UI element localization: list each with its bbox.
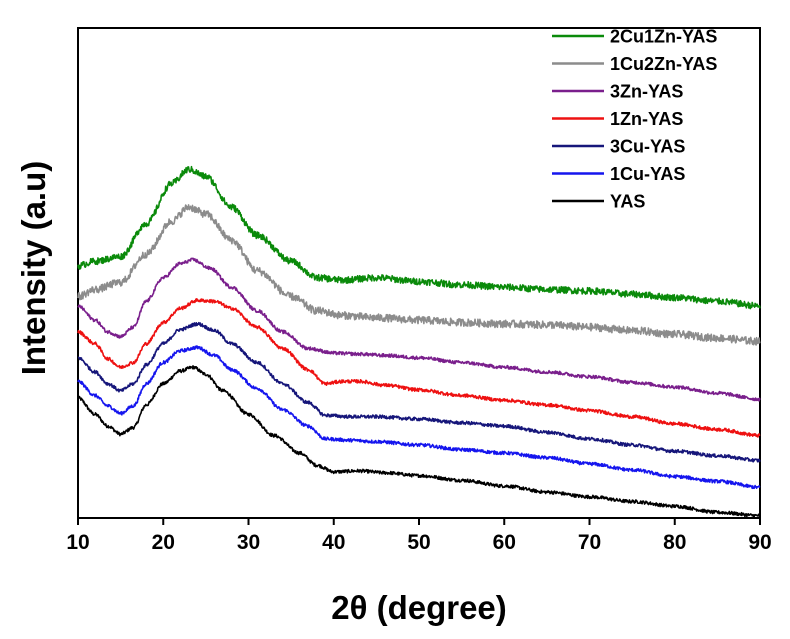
x-tick-label-80: 80 <box>663 531 686 554</box>
x-tick-label-20: 20 <box>152 531 175 554</box>
x-tick-label-90: 90 <box>748 531 771 554</box>
x-axis-ticks: 10 20 30 40 50 60 70 80 90 <box>66 518 772 554</box>
series-layer <box>77 165 761 518</box>
legend: 2Cu1Zn-YAS 1Cu2Zn-YAS 3Zn-YAS 1Zn-YAS 3Cu-YA… <box>552 27 717 212</box>
series-line-2cu1zn-yas <box>77 165 761 310</box>
series-line-1zn-yas <box>77 297 761 438</box>
series-line-1cu2zn-yas <box>77 204 761 346</box>
series-line-1cu-yas <box>77 345 761 490</box>
x-tick-label-40: 40 <box>322 531 345 554</box>
legend-label-yas: YAS <box>610 192 645 212</box>
x-tick-label-30: 30 <box>237 531 260 554</box>
legend-label-3cu-yas: 3Cu-YAS <box>610 137 685 157</box>
legend-label-1cu-yas: 1Cu-YAS <box>610 164 685 184</box>
y-axis-title: Intensity (a.u) <box>15 161 52 376</box>
series-line-yas <box>77 365 761 518</box>
series-line-3cu-yas <box>77 321 761 463</box>
x-tick-label-70: 70 <box>578 531 601 554</box>
series-line-3zn-yas <box>77 257 761 402</box>
x-tick-label-10: 10 <box>66 531 89 554</box>
x-tick-label-60: 60 <box>493 531 516 554</box>
x-tick-label-50: 50 <box>407 531 430 554</box>
legend-label-3zn-yas: 3Zn-YAS <box>610 82 683 102</box>
plot-area: 10 20 30 40 50 60 70 80 90 <box>66 27 772 554</box>
legend-label-2cu1zn-yas: 2Cu1Zn-YAS <box>610 27 717 47</box>
legend-label-1zn-yas: 1Zn-YAS <box>610 109 683 129</box>
x-axis-title: 2θ (degree) <box>331 589 507 626</box>
legend-label-1cu2zn-yas: 1Cu2Zn-YAS <box>610 54 717 74</box>
